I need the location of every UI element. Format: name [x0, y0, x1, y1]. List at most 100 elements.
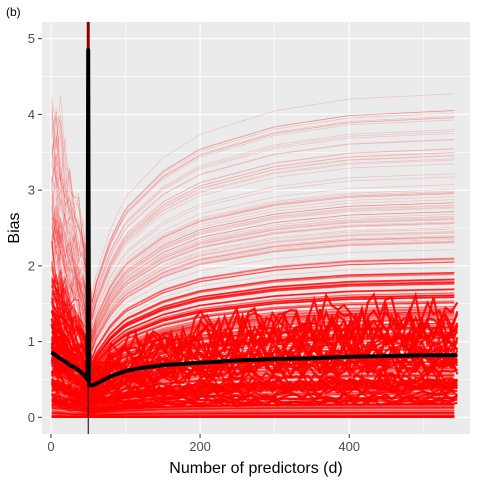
simulation-line: [51, 412, 455, 417]
simulation-line: [51, 217, 455, 344]
simulation-line: [51, 292, 455, 373]
simulation-line: [51, 273, 455, 368]
simulation-line: [51, 160, 455, 322]
simulation-line: [51, 184, 455, 330]
y-tick-label: 0: [28, 410, 35, 425]
simulation-line: [51, 242, 455, 359]
simulation-line: [51, 110, 455, 302]
simulation-line: [51, 111, 455, 305]
y-tick-label: 3: [28, 183, 35, 198]
simulation-line: [51, 242, 455, 353]
simulation-line: [51, 405, 455, 414]
simulation-line: [51, 218, 455, 343]
simulation-line: [51, 93, 455, 296]
simulation-line: [51, 205, 455, 345]
simulation-line: [51, 152, 455, 318]
simulation-line: [51, 229, 455, 350]
simulation-line: [51, 236, 455, 351]
x-axis-title: Number of predictors (d): [169, 460, 342, 477]
simulation-line: [51, 133, 455, 311]
simulation-line: [51, 204, 455, 339]
simulation-line: [51, 241, 455, 353]
simulation-line: [51, 178, 455, 333]
simulation-line: [51, 213, 455, 343]
simulation-lines: [50, 93, 459, 418]
simulation-line: [51, 202, 455, 337]
simulation-line: [51, 392, 458, 411]
simulation-line: [51, 237, 455, 352]
y-axis-title: Bias: [6, 212, 23, 243]
simulation-line: [51, 218, 455, 343]
simulation-line: [51, 239, 455, 352]
simulation-line: [51, 126, 455, 310]
simulation-line: [51, 101, 455, 306]
simulation-line: [51, 414, 455, 418]
simulation-line: [51, 234, 455, 353]
simulation-line: [51, 406, 455, 415]
simulation-line: [51, 115, 455, 305]
simulation-line: [51, 249, 455, 360]
mean-bias-line: [50, 48, 458, 388]
simulation-line: [51, 188, 455, 333]
panel-tag: (b): [6, 5, 21, 19]
simulation-line: [51, 191, 455, 333]
y-tick-label: 2: [28, 258, 35, 273]
simulation-line: [51, 176, 455, 336]
simulation-line: [51, 169, 455, 327]
y-tick-label: 4: [28, 107, 35, 122]
simulation-line: [51, 302, 455, 377]
simulation-line: [51, 202, 455, 338]
simulation-line: [51, 261, 455, 362]
simulation-line: [51, 110, 455, 302]
simulation-line: [51, 152, 455, 318]
simulation-line: [51, 283, 455, 369]
simulation-line: [51, 226, 455, 347]
y-tick-label: 5: [28, 31, 35, 46]
x-axis-ticks: 0 200 400: [47, 434, 360, 454]
simulation-line: [51, 173, 455, 326]
x-tick-label: 0: [47, 439, 54, 454]
simulation-line: [51, 206, 455, 340]
simulation-line: [51, 249, 455, 356]
simulation-line: [51, 205, 455, 342]
simulation-line: [51, 145, 455, 321]
simulation-line: [51, 215, 455, 344]
simulation-line: [51, 117, 455, 305]
simulation-line: [50, 314, 458, 384]
x-tick-label: 200: [189, 439, 211, 454]
simulation-line: [51, 236, 455, 353]
simulation-line: [51, 198, 455, 342]
simulation-line: [51, 223, 455, 348]
simulation-line: [51, 202, 455, 337]
simulation-line: [51, 376, 458, 404]
simulation-line: [51, 281, 455, 372]
simulation-line: [51, 107, 455, 313]
simulation-line: [51, 187, 455, 334]
mean-line-group: [50, 48, 458, 388]
simulation-line: [51, 131, 455, 310]
simulation-line: [51, 213, 455, 343]
y-axis-ticks: 0 1 2 3 4 5: [28, 31, 42, 425]
simulation-line: [51, 196, 455, 335]
simulation-line: [51, 96, 455, 303]
simulation-line: [51, 211, 455, 342]
simulation-line: [51, 276, 455, 369]
simulation-line: [51, 226, 455, 351]
simulation-line: [51, 155, 455, 321]
simulation-line: [50, 322, 459, 392]
x-tick-label: 400: [338, 439, 360, 454]
y-tick-label: 1: [28, 334, 35, 349]
simulation-line: [51, 257, 455, 359]
simulation-line: [50, 376, 459, 405]
simulation-line: [51, 207, 455, 339]
simulation-line: [51, 212, 455, 350]
simulation-line: [51, 108, 455, 302]
simulation-line: [51, 137, 455, 317]
simulation-line: [51, 111, 455, 313]
simulation-line: [51, 273, 455, 366]
simulation-line: [51, 228, 455, 347]
simulation-line: [51, 147, 455, 319]
simulation-line: [51, 391, 459, 410]
simulation-line: [51, 211, 455, 340]
